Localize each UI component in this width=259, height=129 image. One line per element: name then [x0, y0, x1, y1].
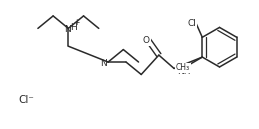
- Text: CH₃: CH₃: [176, 63, 190, 72]
- Text: N: N: [100, 59, 106, 67]
- Text: N: N: [64, 25, 71, 34]
- Text: +: +: [73, 18, 80, 27]
- Text: NH: NH: [177, 67, 191, 76]
- Text: H: H: [70, 23, 77, 32]
- Text: Cl⁻: Cl⁻: [19, 95, 34, 105]
- Text: Cl: Cl: [188, 19, 197, 28]
- Text: O: O: [143, 37, 150, 45]
